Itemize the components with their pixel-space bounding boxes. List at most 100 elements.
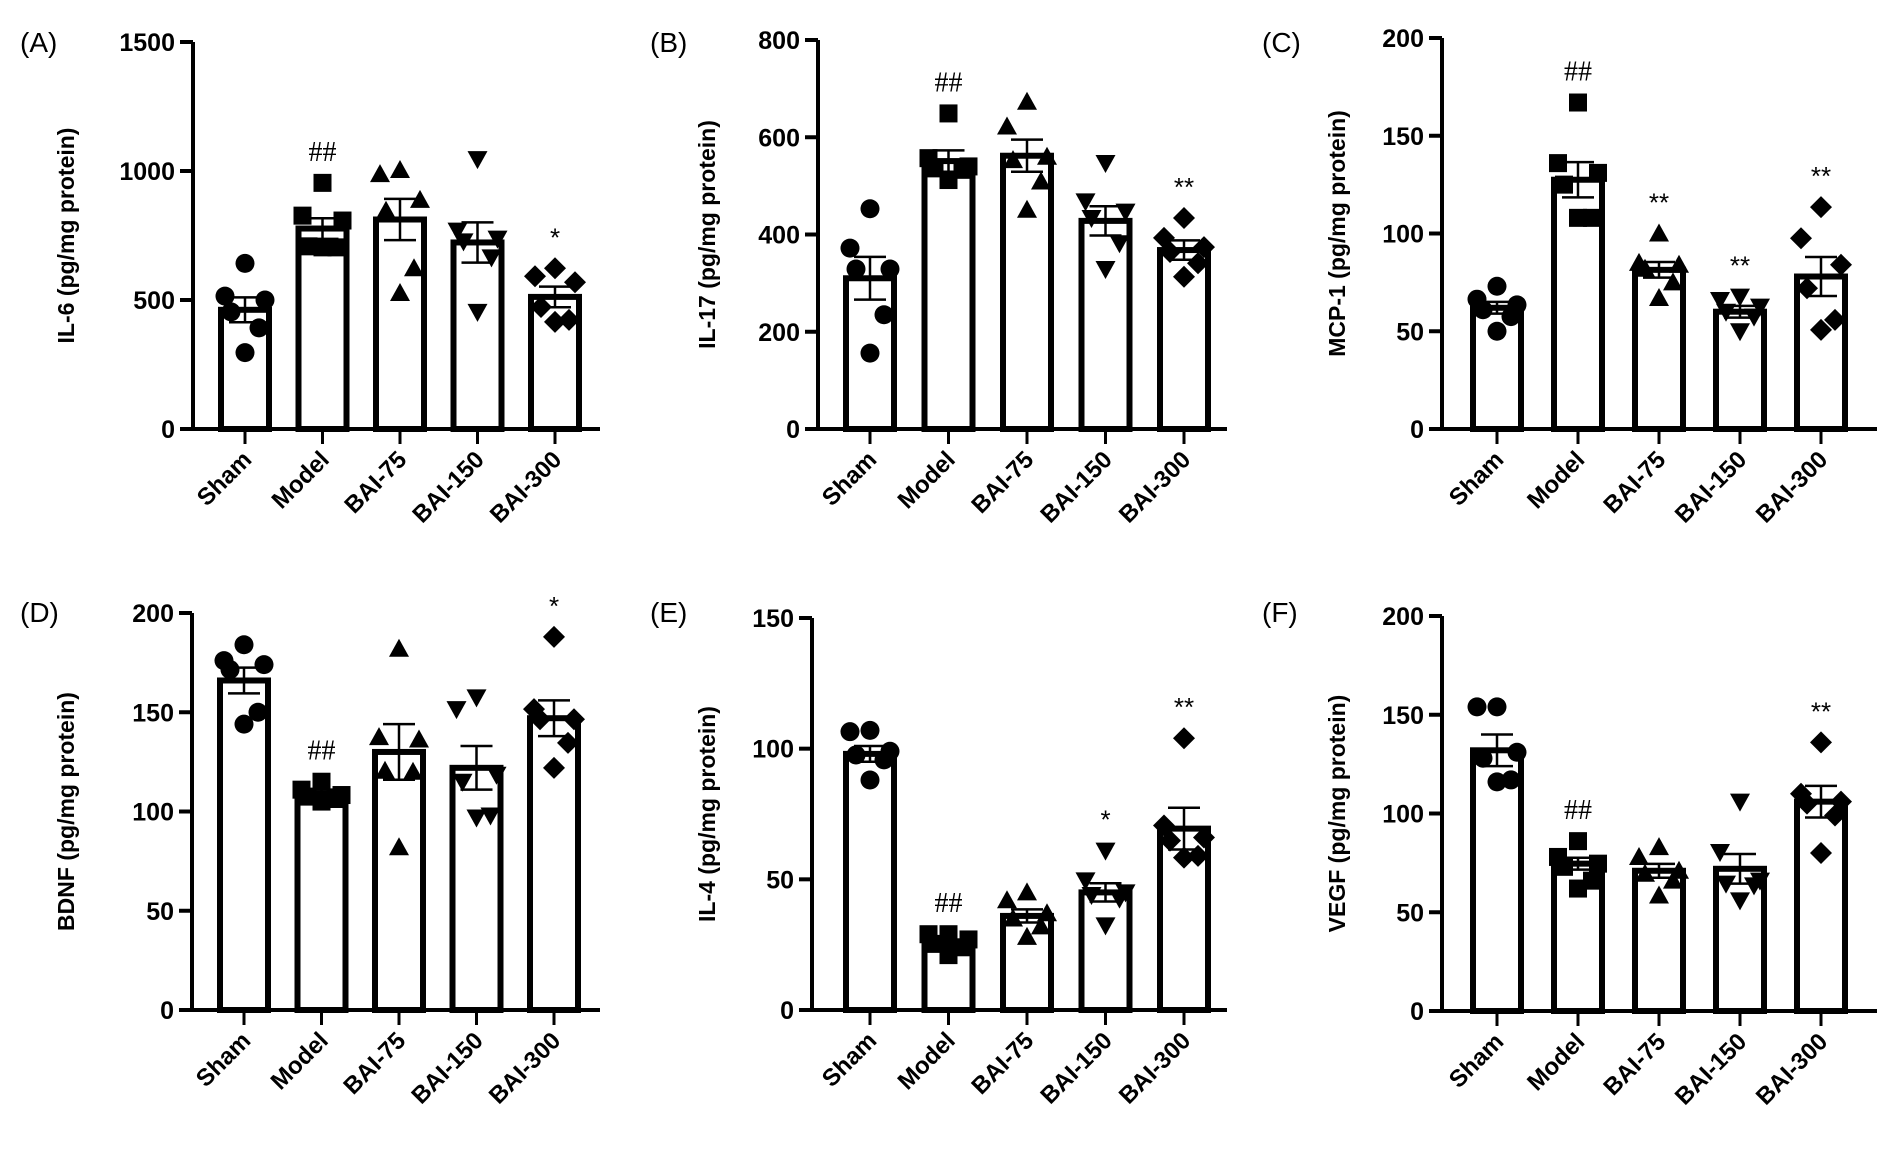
data-point-triangle-down	[1730, 323, 1750, 342]
data-point-circle	[880, 259, 900, 279]
chart-panel-a: (A) IL-6 (pg/mg protein) ## * 0 500 1000 1500 Sh…	[20, 27, 600, 528]
x-tick-label: BAI-150	[1670, 1028, 1752, 1110]
chart-panel-b: (B) IL-17 (pg/mg protein) ## ** 0 200 400 600 80…	[650, 27, 1227, 528]
error-bar	[384, 197, 416, 242]
data-point-diamond	[543, 625, 565, 648]
data-point-triangle-up	[1663, 272, 1683, 291]
data-point-triangle-up	[1017, 91, 1037, 110]
data-points-bai-75	[370, 159, 430, 302]
data-point-triangle-up	[1669, 254, 1689, 273]
data-point-triangle-down	[446, 701, 467, 720]
data-point-diamond	[529, 708, 551, 731]
data-point-triangle-up	[1003, 908, 1023, 927]
x-tick-label: Sham	[191, 1027, 256, 1092]
data-point-triangle-down	[1095, 155, 1116, 174]
data-point-diamond	[544, 257, 566, 280]
data-point-triangle-down	[1075, 193, 1096, 212]
data-points-model	[1549, 832, 1607, 898]
x-tick-label: BAI-150	[1035, 1027, 1117, 1109]
x-tick-label: BAI-300	[1114, 1027, 1196, 1109]
data-point-triangle-up	[1017, 199, 1037, 218]
x-tick-label: BAI-75	[966, 446, 1039, 519]
data-point-diamond	[1193, 236, 1215, 259]
data-point-circle	[1487, 772, 1507, 792]
data-point-square	[925, 159, 944, 178]
data-points-bai-150	[1710, 793, 1770, 911]
y-axis-title: IL-6 (pg/mg protein)	[53, 128, 79, 344]
data-point-triangle-up	[1663, 870, 1683, 889]
x-tick-label: Model	[893, 446, 961, 514]
data-point-triangle-down	[1095, 842, 1116, 861]
x-tick-label: Sham	[1444, 446, 1509, 511]
data-point-diamond	[1159, 829, 1181, 852]
data-point-circle	[248, 702, 268, 722]
bar-model	[921, 158, 976, 432]
data-point-triangle-up	[1037, 903, 1057, 922]
data-points-bai-150	[1075, 842, 1136, 936]
data-point-circle	[215, 286, 235, 306]
x-tick-label: BAI-75	[1598, 446, 1671, 519]
data-point-circle	[846, 745, 866, 765]
data-point-circle	[840, 238, 860, 258]
error-bar	[854, 255, 886, 301]
data-point-triangle-down	[1075, 872, 1096, 891]
data-point-square	[333, 211, 352, 230]
data-points-bai-150	[1075, 155, 1136, 280]
data-point-diamond	[1810, 196, 1832, 219]
y-tick-label: 100	[752, 736, 794, 764]
panel-label: (C)	[1262, 27, 1301, 58]
data-point-square	[327, 238, 346, 257]
data-point-triangle-down	[453, 233, 474, 252]
data-point-diamond	[1796, 277, 1818, 300]
data-points-bai-300	[524, 257, 586, 333]
data-point-circle	[874, 305, 894, 325]
data-point-diamond	[1173, 206, 1195, 229]
panel-label: (B)	[650, 27, 687, 58]
data-point-square	[939, 925, 958, 944]
significance-marker: ##	[309, 137, 337, 168]
bar-bai-75	[372, 748, 426, 1013]
data-point-square	[298, 787, 317, 806]
chart-panel-f: (F) VEGF (pg/mg protein) ## ** 0 50 100 150 200 S…	[1262, 597, 1877, 1110]
data-point-triangle-up	[375, 760, 395, 779]
data-point-triangle-up	[376, 200, 396, 219]
y-tick-label: 150	[1382, 123, 1424, 151]
data-points-bai-75	[1629, 223, 1689, 307]
data-points-bai-300	[1153, 206, 1215, 288]
bar-bai-150	[449, 764, 504, 1014]
significance-marker: **	[1649, 188, 1669, 218]
x-tick-label: Sham	[192, 446, 257, 511]
significance-marker: **	[1174, 692, 1194, 722]
data-point-triangle-up	[1635, 258, 1655, 277]
y-tick-label: 150	[752, 605, 794, 633]
data-point-triangle-down	[1716, 303, 1736, 322]
data-point-square	[1589, 163, 1607, 182]
x-tick-label: Model	[1522, 1028, 1590, 1096]
y-axis-title: BDNF (pg/mg protein)	[53, 692, 79, 931]
data-point-diamond	[1810, 731, 1832, 754]
chart-panel-d: (D) BDNF (pg/mg protein) ## * 0 50 100 150 200 Sh…	[20, 591, 600, 1109]
bar-model	[295, 225, 350, 432]
data-point-triangle-up	[389, 638, 409, 657]
y-tick-label: 0	[161, 416, 175, 444]
data-point-diamond	[1193, 826, 1215, 849]
x-tick-label: BAI-300	[1751, 1028, 1833, 1110]
data-point-circle	[255, 290, 275, 310]
data-point-diamond	[1830, 253, 1852, 276]
x-tick-label: BAI-75	[966, 1027, 1039, 1100]
data-point-square	[939, 104, 958, 123]
data-point-circle	[846, 259, 866, 279]
data-points-sham	[840, 720, 900, 790]
significance-marker: ##	[935, 888, 963, 919]
bar-bai-300	[1794, 798, 1848, 1015]
y-tick-label: 0	[160, 997, 174, 1025]
data-point-diamond	[1187, 844, 1209, 867]
panel-label: (D)	[20, 597, 59, 628]
data-point-square	[1569, 93, 1587, 112]
data-points-bai-75	[1629, 837, 1689, 904]
data-point-diamond	[1810, 318, 1832, 341]
x-tick-label: BAI-150	[406, 1027, 488, 1109]
panel-label: (A)	[20, 27, 57, 58]
data-point-diamond	[1790, 227, 1812, 250]
x-tick-label: BAI-150	[1035, 446, 1117, 528]
